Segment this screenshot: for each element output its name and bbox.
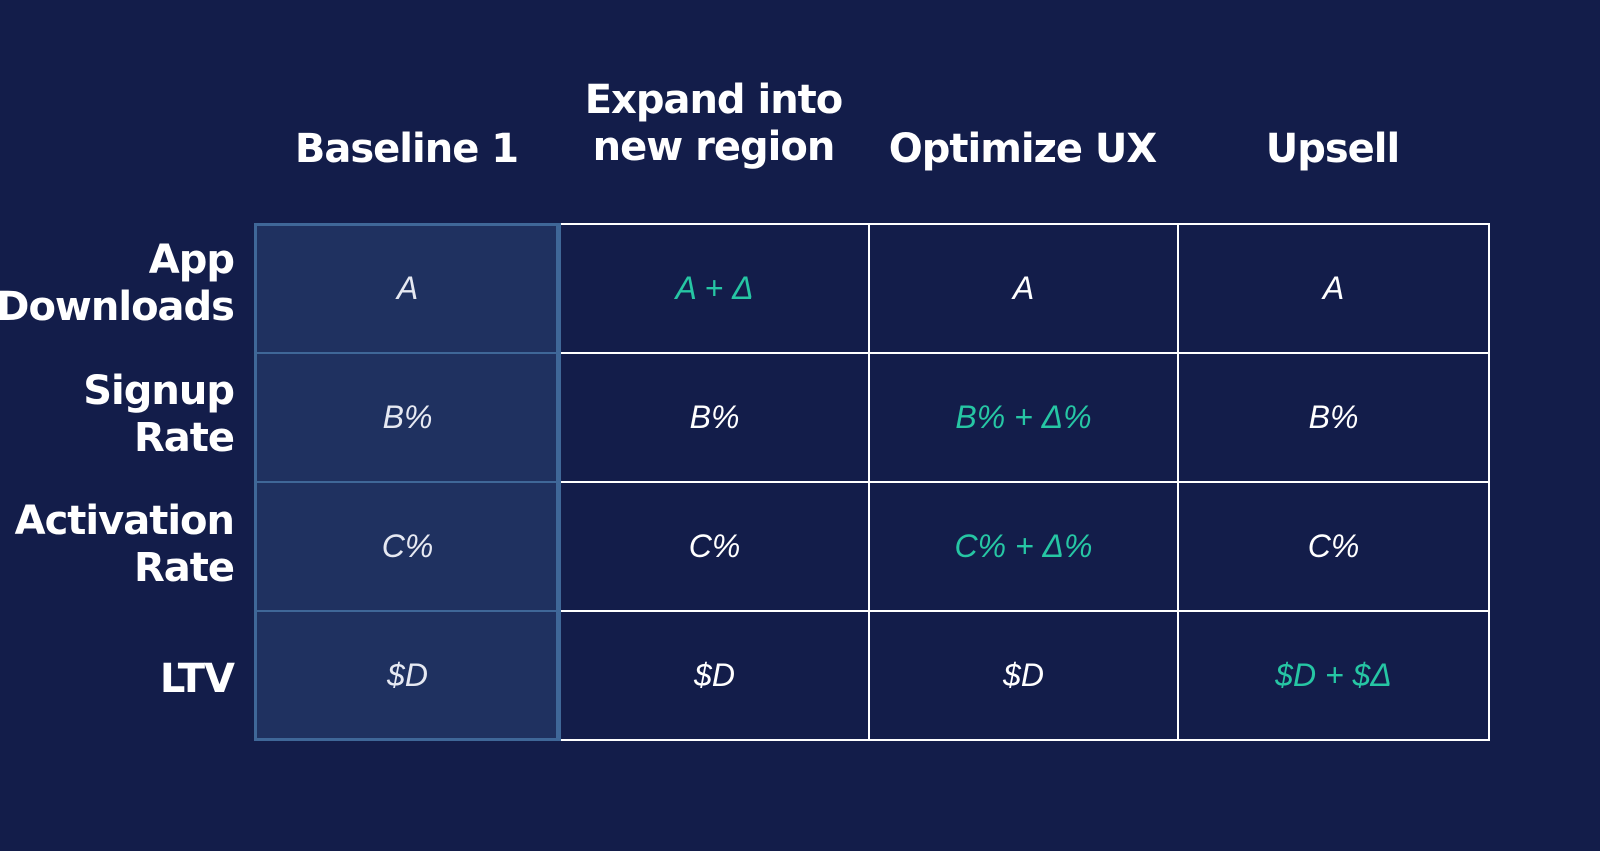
table-row: C% C% C% + Δ% C% [254,481,1490,612]
table-cell: $D [559,610,870,741]
row-header-line: Rate [133,545,235,591]
row-header-ltv: LTV [159,656,235,703]
column-header-line: new region [592,124,836,170]
row-header-line: App [148,237,235,283]
row-header-app-downloads: App Downloads [0,237,235,331]
table-row: A A + Δ A A [254,223,1490,354]
table-cell: B% [559,352,870,483]
column-header-upsell: Upsell [1177,126,1488,173]
table-cell-highlighted: C% + Δ% [868,481,1179,612]
table-cell-highlighted: B% + Δ% [868,352,1179,483]
table-cell: C% [559,481,870,612]
table-cell-highlighted: $D + $Δ [1177,610,1490,741]
column-header-line: Expand into [584,77,844,123]
table-cell: $D [868,610,1179,741]
table-row: $D $D $D $D + $Δ [254,610,1490,741]
row-header-line: Signup [83,368,235,414]
column-header-expand-into-new-region: Expand into new region [559,77,868,171]
column-header-line: Optimize UX [888,126,1158,172]
table-cell-baseline: C% [254,481,561,612]
row-header-line: Activation [14,498,235,544]
comparison-table: A A + Δ A A B% B% B% + Δ% B% C% C% C% + … [254,223,1490,741]
table-cell: A [1177,223,1490,354]
table-row: B% B% B% + Δ% B% [254,352,1490,483]
column-header-line: Upsell [1265,126,1400,172]
table-cell-baseline: B% [254,352,561,483]
table-cell-baseline: A [254,223,561,354]
row-header-line: Rate [133,415,235,461]
table-cell: B% [1177,352,1490,483]
row-header-line: LTV [159,656,235,702]
column-header-baseline-1: Baseline 1 [254,126,559,173]
column-header-optimize-ux: Optimize UX [868,126,1177,173]
table-cell: C% [1177,481,1490,612]
table-cell-baseline: $D [254,610,561,741]
column-header-line: Baseline 1 [294,126,519,172]
table-cell: A [868,223,1179,354]
row-header-signup-rate: Signup Rate [83,368,235,462]
row-header-line: Downloads [0,284,235,330]
row-header-activation-rate: Activation Rate [14,498,235,592]
table-cell-highlighted: A + Δ [559,223,870,354]
